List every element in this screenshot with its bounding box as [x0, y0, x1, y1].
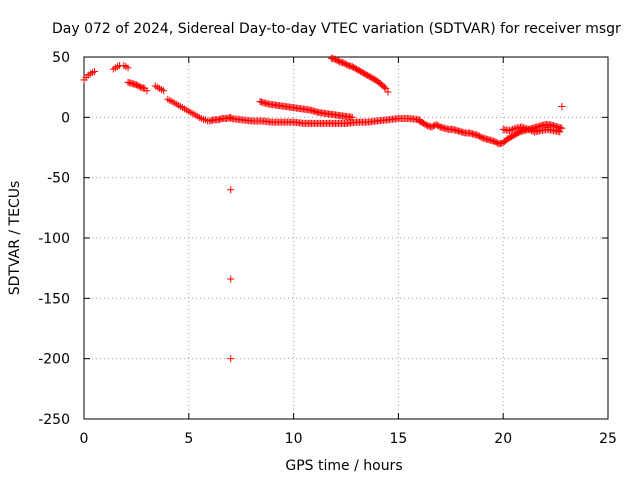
- x-tick-label: 5: [184, 431, 193, 447]
- data-point: [556, 128, 564, 136]
- data-point: [384, 88, 392, 96]
- data-point: [227, 275, 235, 283]
- data-point: [227, 186, 235, 194]
- data-point: [521, 124, 529, 132]
- tick-layer: 0 5 10 15 20 25 -250 -200 -150 -100 -50 0 50: [38, 50, 617, 447]
- data-point: [558, 124, 566, 132]
- data-point: [558, 102, 566, 110]
- data-point: [507, 126, 515, 134]
- x-tick-label: 25: [599, 431, 617, 447]
- data-point: [527, 127, 535, 135]
- data-point: [509, 125, 517, 133]
- data-point: [510, 125, 518, 133]
- data-point: [523, 125, 531, 133]
- y-tick-label: -250: [38, 412, 70, 428]
- data-point: [143, 87, 151, 95]
- y-axis-label: SDTVAR / TECUs: [7, 181, 23, 296]
- data-point: [90, 67, 98, 75]
- data-point: [160, 87, 168, 95]
- data-point: [524, 125, 532, 133]
- y-tick-label: 0: [61, 110, 70, 126]
- x-tick-label: 0: [80, 431, 89, 447]
- grid-layer: [84, 57, 608, 419]
- points-layer: [80, 54, 566, 363]
- y-tick-label: -100: [38, 231, 70, 247]
- x-tick-label: 20: [494, 431, 512, 447]
- data-point: [348, 113, 356, 121]
- x-axis-label: GPS time / hours: [285, 458, 402, 474]
- data-point: [520, 124, 528, 132]
- y-tick-label: -200: [38, 352, 70, 368]
- data-point: [505, 127, 513, 135]
- y-tick-label: 50: [52, 50, 70, 66]
- chart-title: Day 072 of 2024, Sidereal Day-to-day VTE…: [52, 21, 621, 37]
- data-point: [124, 64, 132, 72]
- data-point: [382, 84, 390, 92]
- data-point: [526, 126, 534, 134]
- data-point: [380, 83, 388, 91]
- x-tick-label: 10: [285, 431, 303, 447]
- y-tick-label: -50: [47, 171, 70, 187]
- y-tick-label: -150: [38, 291, 70, 307]
- data-point: [227, 355, 235, 363]
- data-point: [518, 123, 526, 131]
- x-tick-label: 15: [389, 431, 407, 447]
